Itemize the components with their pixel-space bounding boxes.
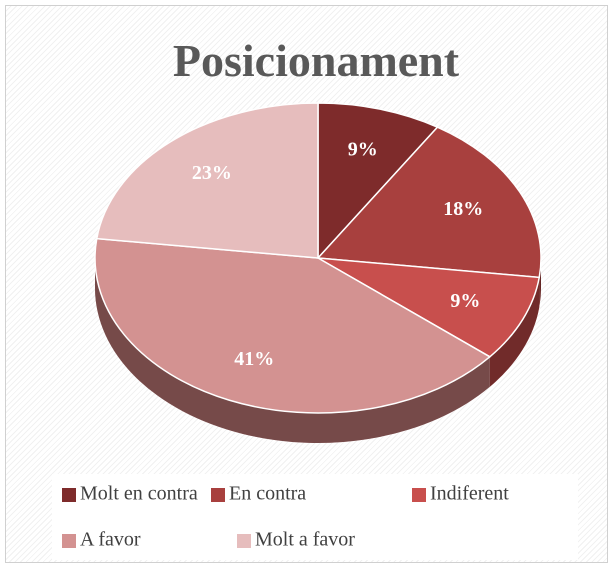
data-label: 23% — [192, 162, 232, 184]
data-label: 41% — [234, 348, 274, 370]
legend-label: A favor — [80, 529, 141, 551]
data-label: 9% — [348, 138, 378, 160]
slice — [317, 102, 439, 260]
legend-swatch — [237, 534, 251, 548]
legend-swatch — [211, 488, 225, 502]
chart-title: Posicionament — [173, 35, 460, 86]
legend-label: Indiferent — [430, 483, 509, 505]
legend-swatch — [62, 488, 76, 502]
legend-box — [52, 474, 578, 560]
slice — [94, 237, 492, 414]
legend-label: Molt en contra — [80, 483, 198, 505]
legend-label: Molt a favor — [255, 529, 355, 551]
slice — [95, 102, 319, 259]
slice-side-shade — [95, 258, 490, 444]
data-label: 9% — [450, 290, 480, 312]
legend-swatch — [62, 534, 76, 548]
legend-label: En contra — [229, 483, 306, 505]
slice — [317, 257, 541, 358]
data-label: 18% — [443, 198, 483, 220]
legend-swatch — [412, 488, 426, 502]
slice — [316, 126, 542, 279]
